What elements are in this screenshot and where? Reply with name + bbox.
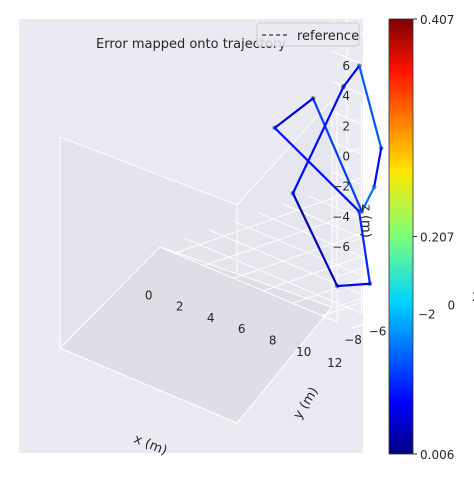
- z-tick-labels: −6 −4 −2 0 2 4 6: [332, 59, 350, 254]
- z-tick-label: −6: [332, 240, 350, 254]
- trajectory-segment: [273, 126, 361, 213]
- y-tick-label: −6: [369, 324, 387, 338]
- x-tick-labels: 0 2 4 6 8 10 12: [145, 288, 342, 370]
- trajectory-segment: [291, 85, 345, 195]
- x-tick-label: 2: [176, 300, 184, 314]
- colorbar-ticks: 0.407 0.207 0.006: [413, 13, 454, 462]
- estimated-trajectory: [273, 64, 383, 288]
- grid-line: [331, 81, 474, 143]
- colorbar-tick-label: 0.006: [420, 448, 454, 462]
- grid-line: [331, 111, 474, 173]
- x-tick-label: 12: [327, 356, 342, 370]
- legend: reference: [256, 22, 360, 47]
- y-tick-label: 2: [472, 290, 474, 304]
- trajectory-segment: [311, 97, 363, 213]
- colorbar: [388, 18, 414, 455]
- grid-line: [336, 107, 474, 157]
- z-tick-label: 4: [342, 89, 350, 103]
- colorbar-tick-label: 0.207: [420, 231, 454, 245]
- y-tick-label: 0: [447, 299, 455, 313]
- grid-line: [336, 77, 474, 127]
- grid-line: [174, 192, 347, 254]
- grid-line: [208, 229, 387, 306]
- z-tick-label: 0: [342, 150, 350, 164]
- trajectory-segment: [372, 147, 383, 189]
- chart-title: Error mapped onto trajectory: [96, 37, 286, 52]
- grid-line: [351, 0, 474, 52]
- grid-line: [336, 168, 474, 217]
- grid-line: [331, 141, 474, 203]
- trajectory-segment: [358, 210, 372, 285]
- grid-line: [184, 237, 362, 314]
- grid-line: [351, 285, 474, 329]
- y-tick-label: −8: [344, 333, 362, 347]
- colorbar-tick-label: 0.407: [420, 13, 454, 27]
- z-tick-label: 6: [342, 59, 350, 73]
- x-tick-label: 0: [145, 288, 153, 302]
- trajectory-segment: [291, 192, 339, 288]
- trajectory-segment: [273, 97, 315, 129]
- y-tick-label: −2: [418, 307, 436, 321]
- grid-line: [292, 242, 465, 304]
- grid-line: [233, 220, 411, 297]
- z-tick-label: −4: [332, 210, 350, 224]
- grid-line: [331, 20, 474, 82]
- z-axis-label: z (m): [358, 204, 373, 238]
- grid-line: [336, 258, 474, 308]
- x-tick-label: 6: [238, 322, 246, 336]
- trajectory-segment: [336, 282, 372, 288]
- trajectory-segment: [358, 64, 383, 150]
- legend-reference-label: reference: [297, 29, 359, 44]
- x-tick-label: 4: [207, 311, 215, 325]
- x-tick-label: 10: [296, 345, 311, 359]
- grid-line: [204, 205, 377, 267]
- trajectory-segment: [342, 64, 361, 88]
- grid-line: [336, 228, 474, 278]
- grid-line: [159, 246, 338, 323]
- grid-line: [331, 171, 474, 233]
- grid-line: [336, 138, 474, 187]
- grid-line: [331, 50, 474, 113]
- z-tick-label: −2: [332, 180, 350, 194]
- trajectory-segment: [360, 186, 376, 213]
- grid-line: [282, 203, 461, 280]
- grid-line: [331, 186, 474, 248]
- grid-line: [336, 198, 474, 248]
- z-tick-label: 2: [342, 119, 350, 133]
- x-tick-label: 8: [269, 333, 277, 347]
